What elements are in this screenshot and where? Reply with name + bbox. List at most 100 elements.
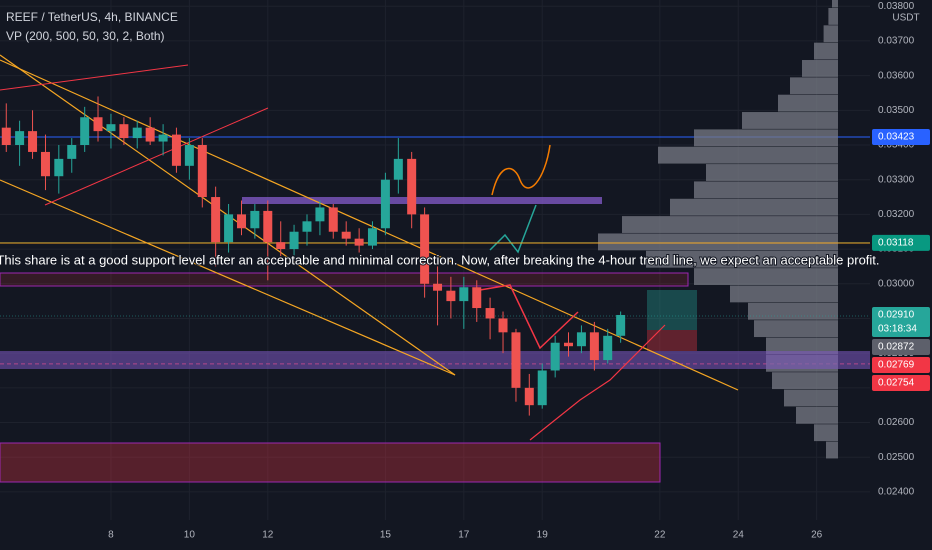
x-tick-label: 10 — [184, 530, 196, 541]
y-tick-label: 0.02600 — [878, 417, 915, 428]
currency-label: USDT — [892, 13, 919, 24]
path-arrow — [479, 284, 579, 350]
price-tag-label: 0.03423 — [878, 132, 915, 143]
price-tag — [872, 234, 930, 251]
volume-bar — [706, 164, 838, 181]
candle-body — [328, 207, 338, 232]
y-tick-label: 0.03200 — [878, 209, 915, 220]
x-tick-label: 12 — [262, 530, 274, 541]
candle-body — [563, 342, 573, 347]
candle-body — [158, 134, 168, 142]
candle-body — [498, 318, 508, 333]
candle-body — [472, 287, 482, 309]
x-tick-label: 26 — [811, 530, 823, 541]
volume-bar — [802, 60, 838, 77]
sketch — [491, 144, 551, 196]
candle-body — [302, 221, 312, 232]
volume-bar — [778, 94, 838, 112]
volume-bar — [826, 441, 838, 459]
candle-body — [119, 124, 129, 139]
candle-body — [132, 127, 142, 139]
candle-body — [171, 134, 181, 166]
candle-body — [1, 127, 11, 146]
candle-body — [224, 214, 234, 243]
volume-bar — [694, 181, 838, 199]
candle-body — [603, 335, 613, 361]
candle-body — [459, 287, 469, 302]
volume-bar — [766, 337, 838, 355]
candle-body — [184, 145, 194, 166]
candle-body — [289, 231, 299, 250]
candle-body — [315, 207, 325, 222]
volume-bar — [828, 7, 838, 25]
price-tag — [872, 338, 930, 355]
candle-body — [145, 127, 155, 142]
price-tag-label: 0.03118 — [878, 237, 914, 248]
price-tag — [872, 129, 930, 146]
target-zone — [647, 290, 697, 330]
annotation: This share is at a good support level af… — [0, 252, 880, 267]
volume-bar — [832, 0, 838, 8]
y-tick-label: 0.03500 — [878, 105, 915, 116]
y-tick-label: 0.03700 — [878, 36, 915, 47]
candle-body — [446, 290, 456, 302]
price-axis — [870, 0, 932, 550]
candle-body — [40, 151, 50, 177]
candle-body — [550, 342, 560, 371]
candle-body — [263, 210, 273, 243]
y-tick-label: 0.03400 — [878, 140, 915, 151]
volume-bar — [622, 216, 838, 233]
price-tag-label: 0.02910 — [878, 310, 915, 321]
y-tick-label: 0.03800 — [878, 1, 915, 12]
candle-body — [237, 214, 247, 229]
countdown: 03:18:34 — [878, 324, 917, 335]
volume-bar — [670, 198, 838, 216]
indicator-label: VP (200, 500, 50, 30, 2, Both) — [6, 29, 165, 43]
trend-line — [44, 107, 269, 206]
x-tick-label: 24 — [733, 530, 745, 541]
candle-body — [80, 117, 90, 146]
candle-body — [589, 332, 599, 361]
candle-body — [524, 387, 534, 406]
volume-bar — [658, 146, 838, 164]
y-tick-label: 0.02400 — [878, 487, 915, 498]
y-tick-label: 0.03300 — [878, 174, 915, 185]
x-tick-label: 22 — [654, 530, 666, 541]
x-tick-label: 8 — [108, 530, 114, 541]
price-tag-label: 0.02754 — [878, 378, 915, 389]
candle-body — [367, 228, 377, 246]
candle-body — [354, 238, 364, 246]
candle-body — [197, 145, 207, 198]
zone — [242, 197, 602, 204]
volume-bar — [790, 77, 838, 95]
volume-bar — [598, 233, 838, 251]
trend-line — [529, 324, 666, 441]
candle-body — [54, 158, 64, 177]
candle-body — [380, 179, 390, 229]
volume-bar — [823, 25, 838, 43]
y-tick-label: 0.02500 — [878, 452, 915, 463]
volume-bar — [784, 389, 838, 407]
trend-line — [0, 64, 189, 91]
volume-bar — [772, 372, 838, 390]
price-tag — [872, 374, 930, 391]
candle-body — [106, 124, 116, 132]
trend-line — [0, 179, 456, 376]
candles — [1, 96, 626, 416]
volume-bar — [748, 302, 838, 320]
volume-bar — [646, 250, 838, 268]
symbol-title: REEF / TetherUS, 4h, BINANCE — [6, 10, 178, 24]
y-tick-label: 0.03000 — [878, 278, 915, 289]
y-tick-label: 0.03600 — [878, 70, 915, 81]
volume-bar — [814, 42, 838, 60]
time-axis — [0, 520, 870, 550]
drawings — [0, 54, 870, 483]
candle-body — [28, 131, 38, 152]
price-tag — [872, 356, 930, 373]
x-tick-label: 15 — [380, 530, 392, 541]
volume-bar — [694, 129, 838, 147]
volume-bar — [730, 285, 838, 303]
candle-body — [511, 332, 521, 388]
zone — [0, 272, 689, 287]
